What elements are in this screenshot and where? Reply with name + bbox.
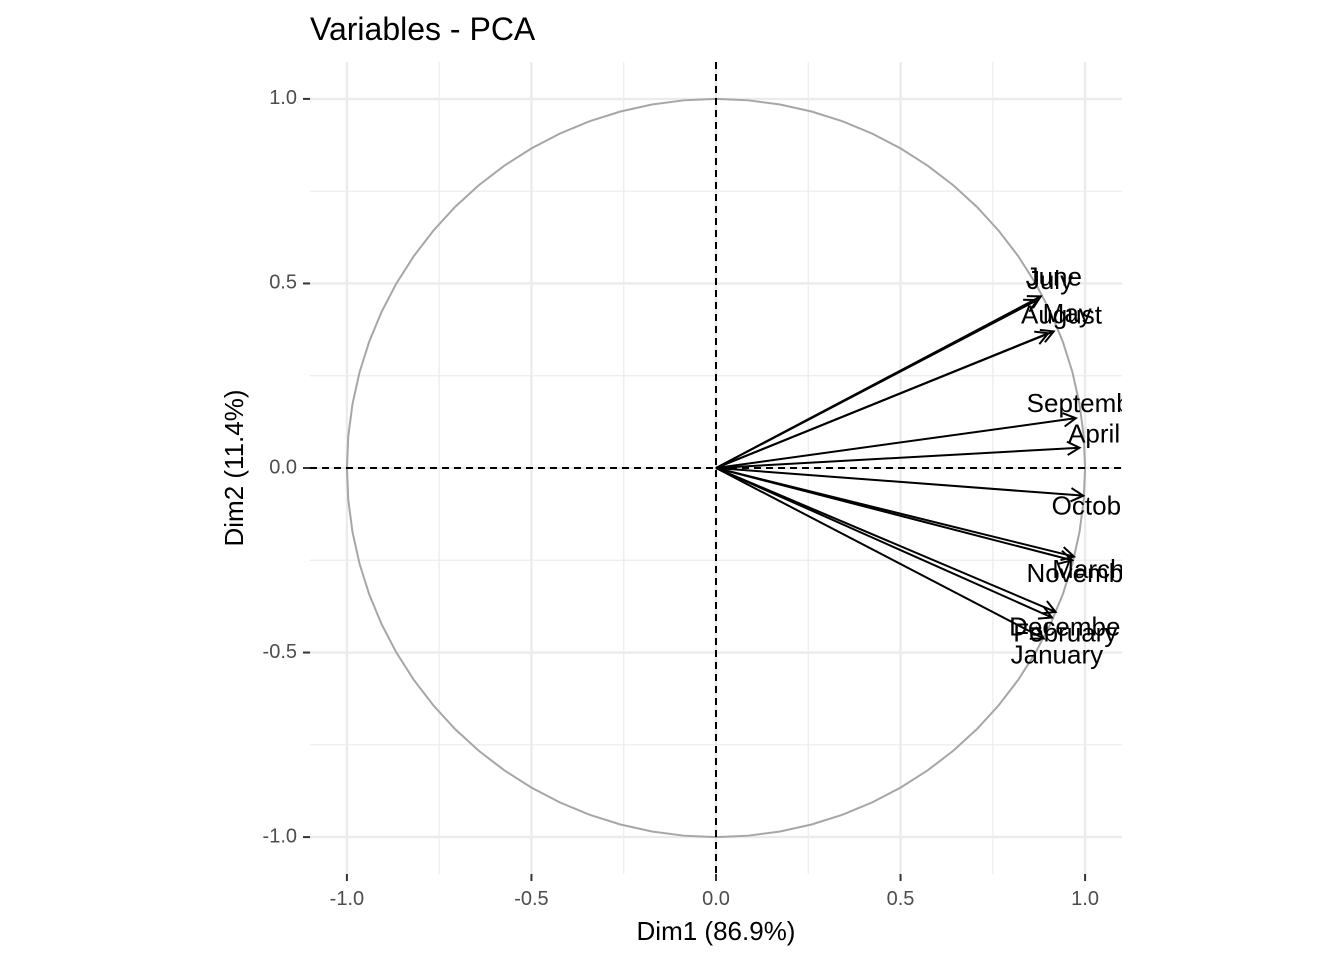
- arrow-december: [715, 467, 1058, 615]
- variable-label-november: November: [1026, 558, 1146, 588]
- variable-label-september: September: [1027, 388, 1155, 418]
- arrow-shaft-april: [715, 446, 1080, 469]
- arrow-head-april: [1066, 440, 1082, 456]
- arrow-january: [715, 467, 1046, 640]
- arrow-head-february: [1037, 605, 1054, 620]
- axes: -1.0 -0.5 0.0 0.5 1.0 -1.0 -0.5 0.0 0.5 1.0: [263, 87, 1099, 910]
- y-axis-title: Dim2 (11.4%): [219, 389, 249, 546]
- variable-label-march: March: [1052, 554, 1124, 584]
- y-tick-label: 1.0: [269, 87, 297, 109]
- y-tick-label: -0.5: [263, 641, 297, 663]
- arrow-head-july: [1023, 298, 1039, 313]
- y-tick-label: 0.5: [269, 272, 297, 294]
- arrow-head-may: [1039, 328, 1056, 343]
- variable-label-august: August: [1021, 300, 1103, 330]
- arrow-shaft-september: [715, 417, 1077, 469]
- arrow-shaft-august: [715, 332, 1049, 469]
- arrow-shaft-november: [715, 467, 1073, 562]
- x-tick-label: 1.0: [1071, 888, 1099, 910]
- x-tick-label: 0.0: [702, 888, 730, 910]
- arrow-head-august: [1034, 330, 1051, 345]
- arrow-july: [715, 298, 1039, 469]
- arrow-august: [715, 330, 1051, 469]
- arrow-shaft-october: [715, 467, 1084, 497]
- variable-label-june: June: [1026, 261, 1082, 291]
- x-tick-label: -0.5: [514, 888, 548, 910]
- arrow-november: [715, 467, 1075, 565]
- arrow-head-september: [1062, 412, 1078, 428]
- variable-arrows: [715, 295, 1086, 640]
- variable-label-december: December: [1009, 612, 1129, 642]
- arrow-shaft-december: [715, 467, 1056, 613]
- arrow-head-november: [1058, 549, 1075, 565]
- variable-label-january: January: [1011, 639, 1104, 669]
- arrow-april: [715, 440, 1082, 469]
- arrow-shaft-february: [715, 467, 1053, 619]
- arrow-shaft-july: [715, 299, 1038, 469]
- arrow-head-october: [1070, 487, 1086, 503]
- reference-lines: [310, 62, 1122, 874]
- variable-label-april: April: [1068, 419, 1120, 449]
- variable-label-october: October: [1052, 491, 1145, 521]
- arrow-february: [715, 467, 1054, 620]
- y-tick-label: -1.0: [263, 825, 297, 847]
- variable-label-february: February: [1013, 617, 1117, 647]
- chart-title: Variables - PCA: [310, 11, 536, 47]
- arrow-september: [715, 412, 1078, 469]
- arrow-october: [715, 467, 1086, 503]
- arrow-head-december: [1041, 600, 1058, 615]
- arrow-shaft-january: [715, 467, 1045, 640]
- x-tick-label: -1.0: [330, 888, 364, 910]
- x-axis-title: Dim1 (86.9%): [637, 916, 796, 946]
- arrow-head-january: [1029, 626, 1046, 640]
- x-tick-label: 0.5: [887, 888, 915, 910]
- y-tick-label: 0.0: [269, 456, 297, 478]
- variable-label-may: May: [1043, 298, 1092, 328]
- variable-label-july: July: [1027, 265, 1073, 295]
- arrow-head-june: [1026, 295, 1043, 309]
